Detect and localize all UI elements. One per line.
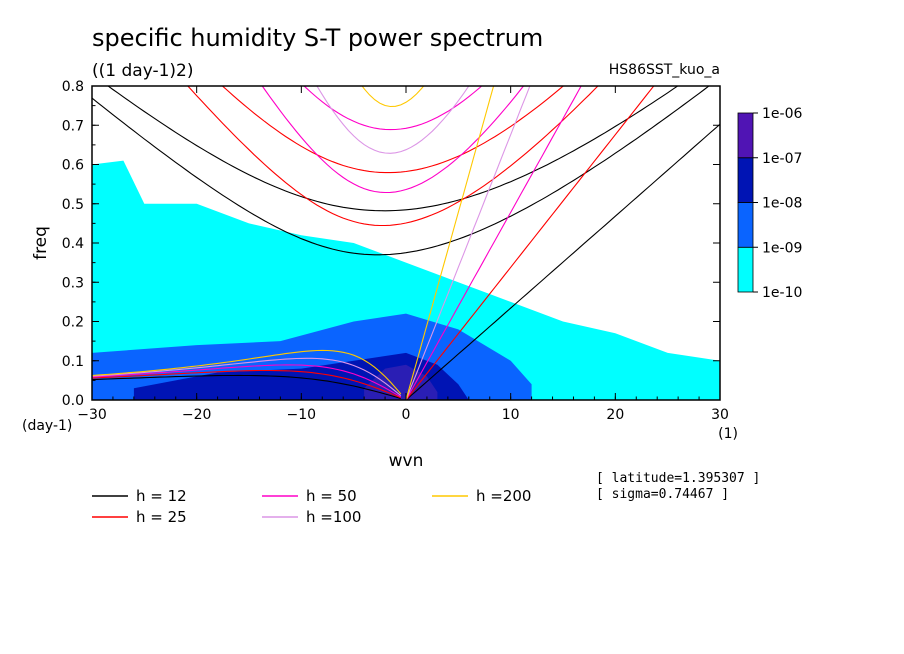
dispersion-curve-2-ig1 bbox=[261, 86, 525, 194]
dispersion-curve-4-kelvin bbox=[405, 86, 495, 400]
y-tick-label: 0.4 bbox=[62, 236, 84, 252]
shading-region-0 bbox=[92, 160, 720, 400]
dispersion-curve-0-kelvin bbox=[405, 123, 720, 400]
x-tick-label: −10 bbox=[287, 407, 317, 423]
colorbar-label: 1e-10 bbox=[762, 285, 802, 301]
legend-label: h =100 bbox=[306, 508, 361, 526]
colorbar-swatch bbox=[737, 246, 754, 293]
x-tick-label: 30 bbox=[711, 407, 729, 423]
dispersion-curve-1-ig1 bbox=[187, 86, 599, 227]
colorbar-label: 1e-07 bbox=[762, 151, 802, 167]
x-tick-label: 0 bbox=[402, 407, 411, 423]
chart-subtitle: ((1 day-1)2) bbox=[92, 61, 194, 81]
y-unit-label: (day-1) bbox=[22, 418, 72, 434]
x-tick-label: −30 bbox=[77, 407, 107, 423]
y-tick-label: 0.6 bbox=[62, 158, 84, 174]
sigma-annotation: [ sigma=0.74467 ] bbox=[596, 487, 729, 502]
colorbar-label: 1e-06 bbox=[762, 106, 802, 122]
y-tick-label: 0.1 bbox=[62, 354, 84, 370]
y-tick-label: 0.0 bbox=[62, 393, 84, 409]
y-tick-label: 0.3 bbox=[62, 275, 84, 291]
colorbar-label: 1e-08 bbox=[762, 196, 802, 212]
y-tick-label: 0.7 bbox=[62, 118, 84, 134]
y-axis-label: freq bbox=[31, 226, 51, 260]
x-unit-label: (1) bbox=[718, 426, 738, 442]
y-tick-label: 0.8 bbox=[62, 79, 84, 95]
x-tick-label: 10 bbox=[502, 407, 520, 423]
chart-title: specific humidity S-T power spectrum bbox=[92, 24, 543, 52]
y-tick-label: 0.5 bbox=[62, 197, 84, 213]
plot-area bbox=[91, 0, 721, 401]
colorbar-swatch bbox=[737, 202, 754, 248]
x-tick-label: 20 bbox=[606, 407, 624, 423]
dispersion-curve-2-er1 bbox=[92, 364, 402, 398]
legend-label: h = 25 bbox=[136, 508, 187, 526]
dispersion-curve-1-ig2 bbox=[221, 86, 565, 174]
run-label: HS86SST_kuo_a bbox=[609, 62, 720, 78]
dispersion-curve-4-ig1 bbox=[361, 86, 425, 108]
dispersion-curve-4-er1 bbox=[92, 349, 402, 395]
colorbar-label: 1e-09 bbox=[762, 240, 802, 256]
dispersion-curve-3-ig1 bbox=[316, 86, 470, 154]
dispersion-curve-1-kelvin bbox=[405, 86, 655, 400]
dispersion-curve-2-ig2 bbox=[303, 86, 483, 131]
colorbar: 1e-10 1e-09 1e-08 1e-07 1e-06 bbox=[737, 106, 802, 301]
dispersion-curve-0-ig1 bbox=[92, 86, 710, 256]
dispersion-curve-3-kelvin bbox=[405, 86, 531, 400]
legend-label: h =200 bbox=[476, 487, 531, 505]
dispersion-curve-1-er1 bbox=[92, 369, 402, 399]
latitude-annotation: [ latitude=1.395307 ] bbox=[596, 471, 760, 486]
legend: h = 12 h = 25 h = 50 h =100 h =200 bbox=[92, 487, 531, 526]
x-axis-label: wvn bbox=[389, 451, 424, 471]
dispersion-curve-0-er1 bbox=[92, 374, 401, 400]
legend-label: h = 50 bbox=[306, 487, 357, 505]
dispersion-curve-0-ig2 bbox=[107, 86, 679, 212]
dispersion-curve-4-ig2 bbox=[92, 0, 720, 18]
dispersion-curve-3-er1 bbox=[92, 357, 402, 397]
colorbar-swatch bbox=[737, 157, 754, 203]
dispersion-curve-2-kelvin bbox=[405, 86, 582, 400]
y-tick-label: 0.2 bbox=[62, 315, 84, 331]
colorbar-swatch bbox=[737, 112, 754, 159]
legend-label: h = 12 bbox=[136, 487, 187, 505]
x-tick-label: −20 bbox=[182, 407, 212, 423]
